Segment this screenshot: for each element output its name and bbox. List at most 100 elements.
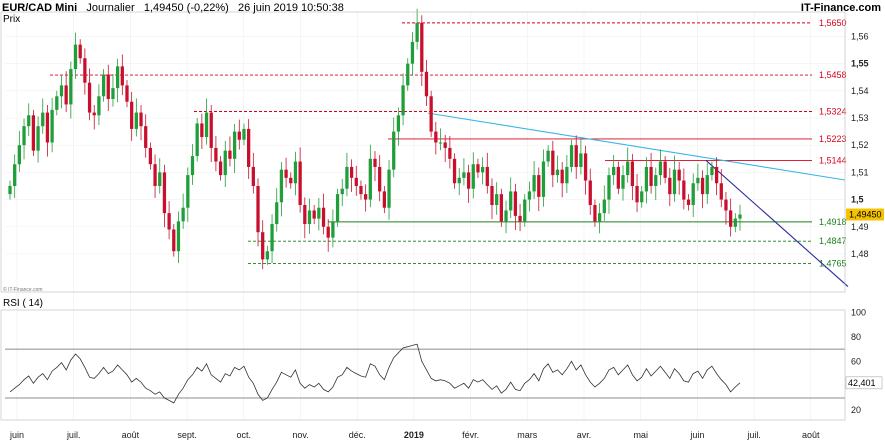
candle-body [204,112,209,138]
candle-body [261,232,265,260]
candle-body [733,218,737,227]
candle-body [307,210,312,225]
last-price-text: 1,49450 [143,2,184,14]
price-pane-frame [0,11,846,293]
rsi-last-label: 42,401 [848,378,876,388]
candle-body [415,22,419,42]
candle-body [8,185,12,195]
chart-header: EUR/CAD Mini Journalier 1,49450 (-0,22%)… [2,2,344,14]
candle-body [45,112,50,143]
candle-body [359,185,363,195]
candle-body [541,161,546,197]
level-label: 1,5458 [819,70,847,80]
candle-body [148,147,153,165]
level-label: 1,4847 [819,236,847,246]
x-tick-label: mars [517,430,537,440]
candle-body [298,161,302,206]
level-label: 1,5144 [819,155,847,165]
candle-body [682,180,686,200]
candle-body [602,199,606,214]
candle-body [106,74,110,99]
candle-body [242,128,246,140]
candle-body [443,142,447,148]
level-label: 1,4765 [819,258,847,268]
symbol-label: EUR/CAD Mini [2,2,78,14]
candle-body [223,150,227,176]
candle-body [354,177,358,186]
candle-body [537,175,541,197]
candle-body [480,166,485,173]
candle-body [172,229,176,252]
candle-body [471,164,475,189]
candle-body [101,74,106,97]
candle-body [251,166,255,186]
x-tick-label: sept. [177,430,197,440]
candle-body [513,191,518,216]
candle-body [527,191,532,200]
candle-body [69,69,73,105]
candle-body [41,112,45,127]
x-tick-label: déc. [349,430,366,440]
candle-body [50,109,54,143]
candle-body [696,177,700,184]
candle-body [31,115,36,151]
candle-body [293,161,298,184]
candle-body [705,175,709,195]
x-tick-label: juin [689,430,704,440]
candle-body [495,194,499,206]
last-price-badge [846,208,884,221]
candle-body [509,191,513,211]
candle-body [228,150,232,159]
rsi-pane-label: RSI ( 14) [3,298,44,309]
candle-body [331,221,335,238]
horizontal-levels: 1,5650 1,5458 1,5324 1,5223 1,5144 1,4918 1,48… [50,18,847,268]
candle-body [167,213,171,230]
candle-body [476,164,480,173]
y-tick-label: 1,53 [851,113,869,123]
candle-body [565,166,569,184]
candle-body [499,194,503,222]
level-label: 1,5223 [819,134,847,144]
candle-body [452,158,457,184]
candle-body [616,166,620,189]
candle-body [551,150,555,176]
candle-body [640,191,644,203]
watermark: © IT-Finance.com [3,287,43,293]
gridlines [5,12,845,420]
x-tick-label: juil. [746,430,761,440]
y-tick-label: 1,56 [851,31,869,41]
candle-body [349,166,354,178]
candle-body [719,183,723,200]
candle-body [714,166,719,184]
candle-body [462,172,466,178]
candle-body [218,161,223,176]
candle-body [649,166,653,186]
candle-body [125,85,129,102]
candle-body [658,161,663,176]
x-tick-label: août [802,430,820,440]
candle-body [424,71,429,97]
candle-body [532,175,536,192]
rsi-pane-frame [0,309,846,421]
rsi-tick-label: 60 [851,356,861,366]
candle-body [574,145,578,167]
candle-body [289,177,293,184]
y-tick-label: 1,51 [851,167,869,177]
candle-body [256,185,260,233]
candle-body [700,177,705,195]
candle-body [686,199,691,206]
candle-body [724,199,728,211]
candle-body [401,85,405,116]
candle-body [111,88,115,99]
candle-body [190,156,195,176]
x-tick-label: août [122,430,140,440]
candle-body [457,177,461,184]
candle-body [546,150,550,162]
candle-body [710,166,714,176]
candle-body [97,96,101,116]
candle-body [87,82,92,113]
candle-body [176,221,181,252]
candle-body [195,123,199,157]
timestamp: 26 juin 2019 10:50:38 [238,2,344,14]
candle-body [420,22,424,72]
